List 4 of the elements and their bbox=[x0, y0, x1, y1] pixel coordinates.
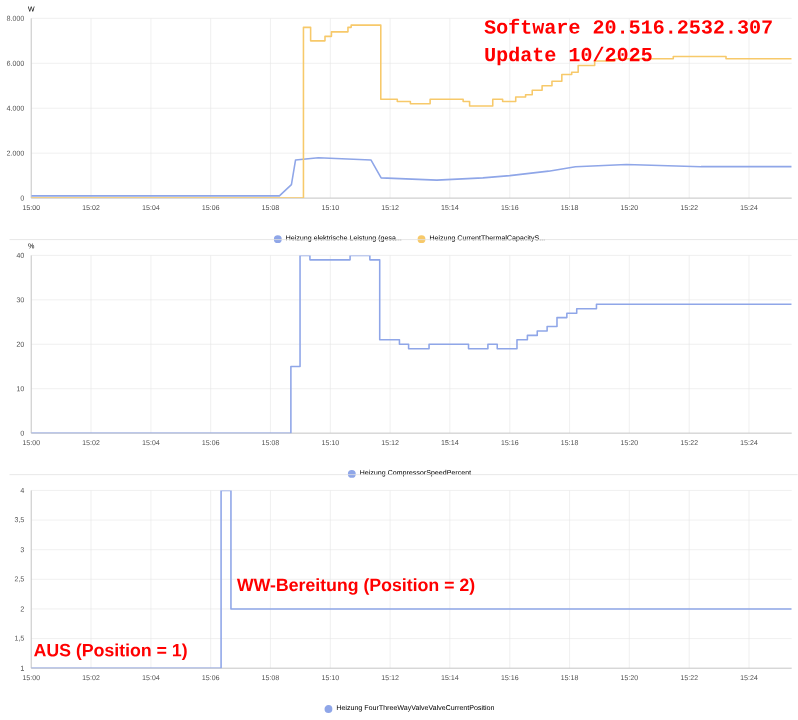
annotation: Software 20.516.2532.307 bbox=[484, 18, 772, 34]
annotation: WW-Bereitung (Position = 2) bbox=[236, 577, 475, 595]
annotation: AUS (Position = 1) bbox=[34, 642, 187, 660]
annotation: Update 10/2025 bbox=[485, 46, 652, 65]
